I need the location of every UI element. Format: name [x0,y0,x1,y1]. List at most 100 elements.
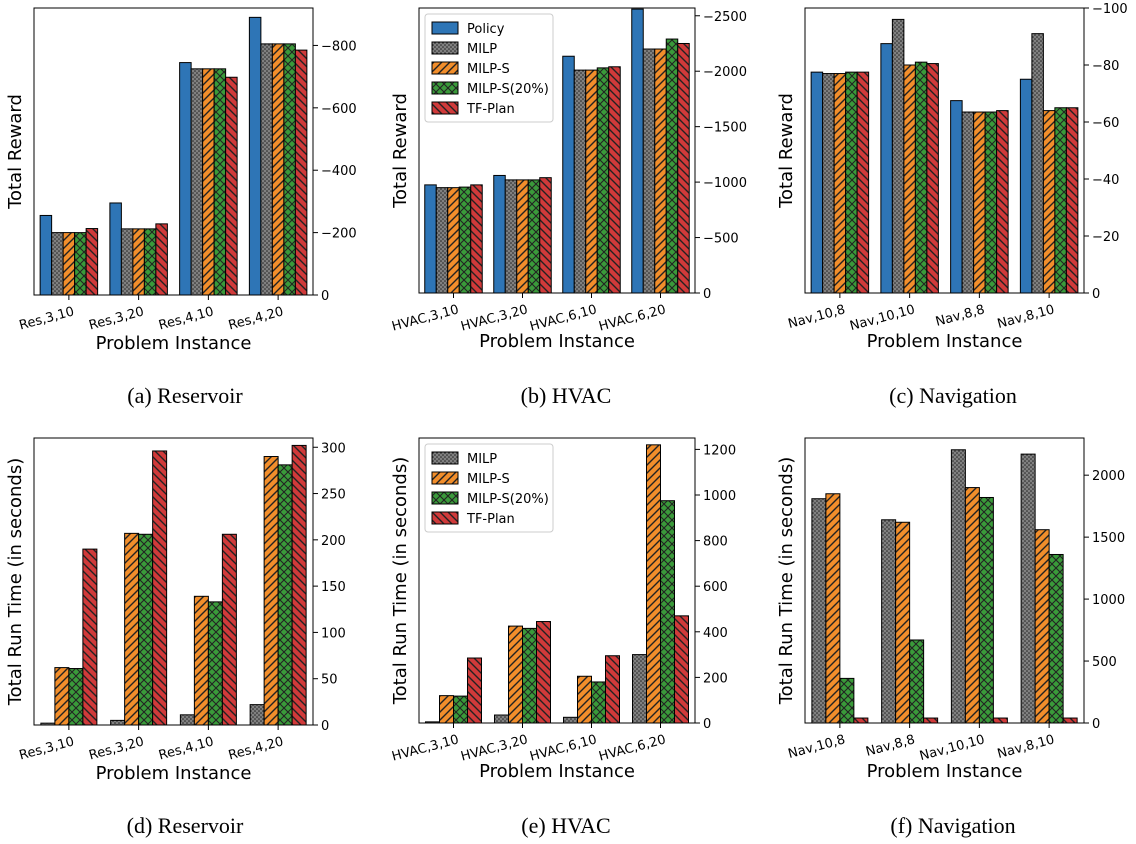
bar-e-TFPlan-3 [674,615,689,724]
xtick-label-b-1: HVAC,3,20 [459,302,529,334]
caption-d: (d) Reservoir [127,813,244,838]
axes-frame-a [33,7,314,296]
ytick-label-c-3: −60 [1092,116,1119,131]
legend-label-e-3: TF-Plan [466,512,515,527]
bar-c-MILPS-0 [833,73,847,294]
caption-e: (e) HVAC [521,813,610,838]
bar-a-TFPlan-1 [155,223,168,296]
ytick-label-b-3: −1500 [703,121,747,136]
legend-label-b-0: Policy [467,22,505,37]
bar-d-TFPlan-2 [221,533,237,726]
bar-f-TFPlan-2 [992,717,1008,724]
bar-c-Policy-1 [880,43,893,294]
axes-frame-e [418,437,696,724]
bar-c-MILP-3 [1031,33,1044,294]
ytick-label-a-1: −200 [321,227,357,242]
bar-b-MILPS20-0 [458,186,472,294]
bar-e-MILPS-2 [577,675,592,724]
bar-c-Policy-0 [810,71,824,294]
xtick-label-a-1: Res,3,20 [87,304,145,333]
ytick-label-c-5: −100 [1092,2,1128,17]
ytick-label-d-6: 300 [321,441,346,456]
xtick-label-a-0: Res,3,10 [18,304,76,333]
bar-e-MILPS20-0 [453,695,468,724]
xtick-label-c-3: Nav,8,10 [996,302,1056,332]
bar-f-MILPS20-1 [909,639,925,724]
bar-a-TFPlan-2 [225,76,238,296]
xtick-label-e-3: HVAC,6,20 [597,732,667,764]
axes-frame-b [418,7,696,294]
bar-a-MILPS20-0 [74,232,87,296]
bar-c-Policy-2 [950,100,963,294]
legend-swatch-e-2 [431,491,459,505]
bar-d-TFPlan-3 [291,444,307,726]
bar-f-MILPS20-2 [978,496,994,724]
caption-b: (b) HVAC [521,383,612,408]
ytick-label-b-2: −1000 [703,176,747,191]
legend-label-e-2: MILP-S(20%) [467,492,549,507]
xtick-label-d-2: Res,4,10 [157,734,215,763]
ylabel-c: Total Reward [776,93,797,209]
ylabel-e: Total Run Time (in seconds) [390,457,411,706]
ytick-label-b-4: −2000 [703,65,747,80]
xtick-label-c-2: Nav,8,8 [934,302,986,329]
bar-d-MILPS20-0 [68,668,84,726]
bar-b-Policy-2 [562,55,575,294]
ytick-label-f-4: 2000 [1092,469,1125,484]
bar-c-MILP-2 [961,111,975,294]
ytick-label-d-0: 0 [321,719,329,734]
caption-f: (f) Navigation [890,813,1015,838]
legend-swatch-e-1 [431,471,459,485]
bar-e-MILPS20-2 [591,681,606,724]
bar-b-MILPS-0 [447,187,460,294]
bar-a-TFPlan-0 [85,228,99,296]
bar-e-TFPlan-2 [605,655,620,724]
ytick-label-f-2: 1000 [1092,593,1125,608]
ytick-label-d-5: 250 [321,488,346,503]
bar-f-MILPS20-0 [839,677,855,724]
bar-a-MILPS-2 [202,68,215,296]
bar-a-MILP-3 [260,43,273,296]
bar-c-MILPS-3 [1042,110,1056,294]
ytick-label-d-3: 150 [321,580,346,595]
bar-b-Policy-1 [493,174,506,294]
xtick-label-b-2: HVAC,6,10 [528,302,598,334]
bar-a-MILP-2 [190,68,204,296]
xlabel-b: Problem Instance [479,331,635,352]
legend-label-e-1: MILP-S [467,472,510,487]
bar-c-MILPS20-2 [984,111,998,294]
bar-a-MILPS20-2 [213,68,227,296]
chart-d: 0 50 100 150 200 250 300 Res,3,10 Res,3,20 Res,4,… [5,437,346,838]
bar-f-MILP-3 [1020,453,1036,724]
bar-b-MILP-2 [573,69,587,294]
bar-a-MILPS20-3 [283,43,296,296]
bar-f-MILPS-0 [825,493,841,724]
xlabel-f: Problem Instance [867,761,1023,782]
bar-b-TFPlan-0 [470,184,483,294]
legend-swatch-e-3 [431,511,459,525]
legend-swatch-b-0 [431,21,459,35]
bar-b-MILPS-1 [516,179,529,294]
legend-swatch-b-4 [431,101,459,115]
legend-label-b-3: MILP-S(20%) [467,82,549,97]
chart-b: 0 −500 −1000 −1500 −2000 −2500 HVAC,3,10HVAC,3… [390,7,747,408]
bar-a-MILPS-0 [62,232,76,296]
xtick-label-d-3: Res,4,20 [227,734,285,763]
bar-f-MILPS-1 [895,521,911,724]
xtick-label-d-1: Res,3,20 [87,734,145,763]
ytick-label-c-2: −40 [1092,173,1119,188]
bar-b-Policy-0 [424,184,437,294]
ytick-label-a-3: −600 [321,102,357,117]
bar-e-MILPS20-3 [660,500,675,724]
bar-d-TFPlan-1 [152,450,168,726]
bar-f-MILP-2 [950,449,966,724]
ytick-label-e-0: 0 [703,717,711,732]
xtick-label-d-0: Res,3,10 [18,734,76,763]
bar-b-MILPS20-1 [527,179,541,294]
bar-d-MILPS20-3 [277,464,293,726]
bar-d-MILP-3 [249,704,265,726]
bar-e-MILPS-1 [508,625,523,724]
bar-a-MILPS-3 [271,43,285,296]
xlabel-d: Problem Instance [96,763,252,784]
bar-e-TFPlan-0 [467,657,482,724]
